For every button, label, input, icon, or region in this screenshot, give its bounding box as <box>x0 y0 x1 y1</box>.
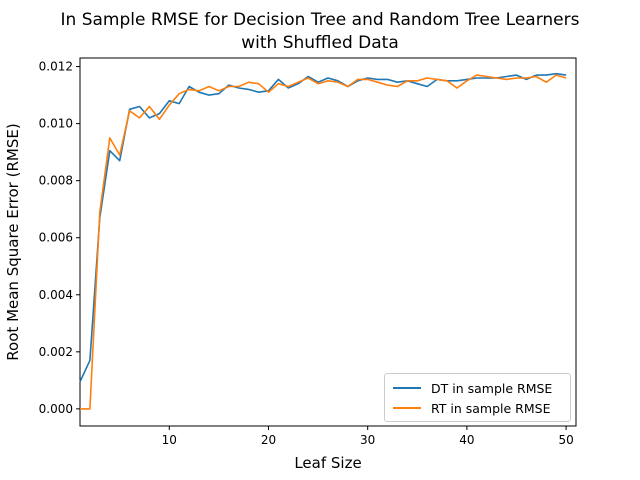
chart-title: In Sample RMSE for Decision Tree and Ran… <box>60 10 580 30</box>
chart-subtitle: with Shuffled Data <box>241 33 399 53</box>
legend-label-rt: RT in sample RMSE <box>431 400 551 416</box>
legend: DT in sample RMSE RT in sample RMSE <box>384 373 571 422</box>
y-tick-label: 0.010 <box>39 117 73 131</box>
legend-item-dt: DT in sample RMSE <box>393 379 552 397</box>
series-line-rt <box>80 74 567 410</box>
legend-swatch-dt <box>393 387 421 389</box>
y-axis-label: Root Mean Square Error (RMSE) <box>4 123 22 361</box>
x-tick-label: 20 <box>261 433 276 447</box>
x-tick-label: 10 <box>162 433 177 447</box>
legend-swatch-rt <box>393 407 421 409</box>
series-line-dt <box>79 72 567 383</box>
axis-ticks: 10 20 30 40 50 0.000 0.002 0.004 0.006 0.008 0.010… <box>39 60 574 447</box>
legend-label-dt: DT in sample RMSE <box>431 380 553 396</box>
y-tick-label: 0.004 <box>39 288 73 302</box>
x-tick-label: 50 <box>558 433 573 447</box>
y-tick-label: 0.006 <box>39 231 73 245</box>
y-tick-label: 0.000 <box>39 402 73 416</box>
series-lines <box>79 72 567 410</box>
plot-area-frame <box>79 57 577 427</box>
y-tick-label: 0.012 <box>39 60 73 74</box>
x-tick-label: 40 <box>459 433 474 447</box>
y-tick-label: 0.002 <box>39 345 73 359</box>
x-tick-label: 30 <box>360 433 375 447</box>
axes-frame <box>79 57 577 427</box>
legend-item-rt: RT in sample RMSE <box>393 399 550 417</box>
y-tick-label: 0.008 <box>39 174 73 188</box>
x-axis-label: Leaf Size <box>294 454 362 472</box>
